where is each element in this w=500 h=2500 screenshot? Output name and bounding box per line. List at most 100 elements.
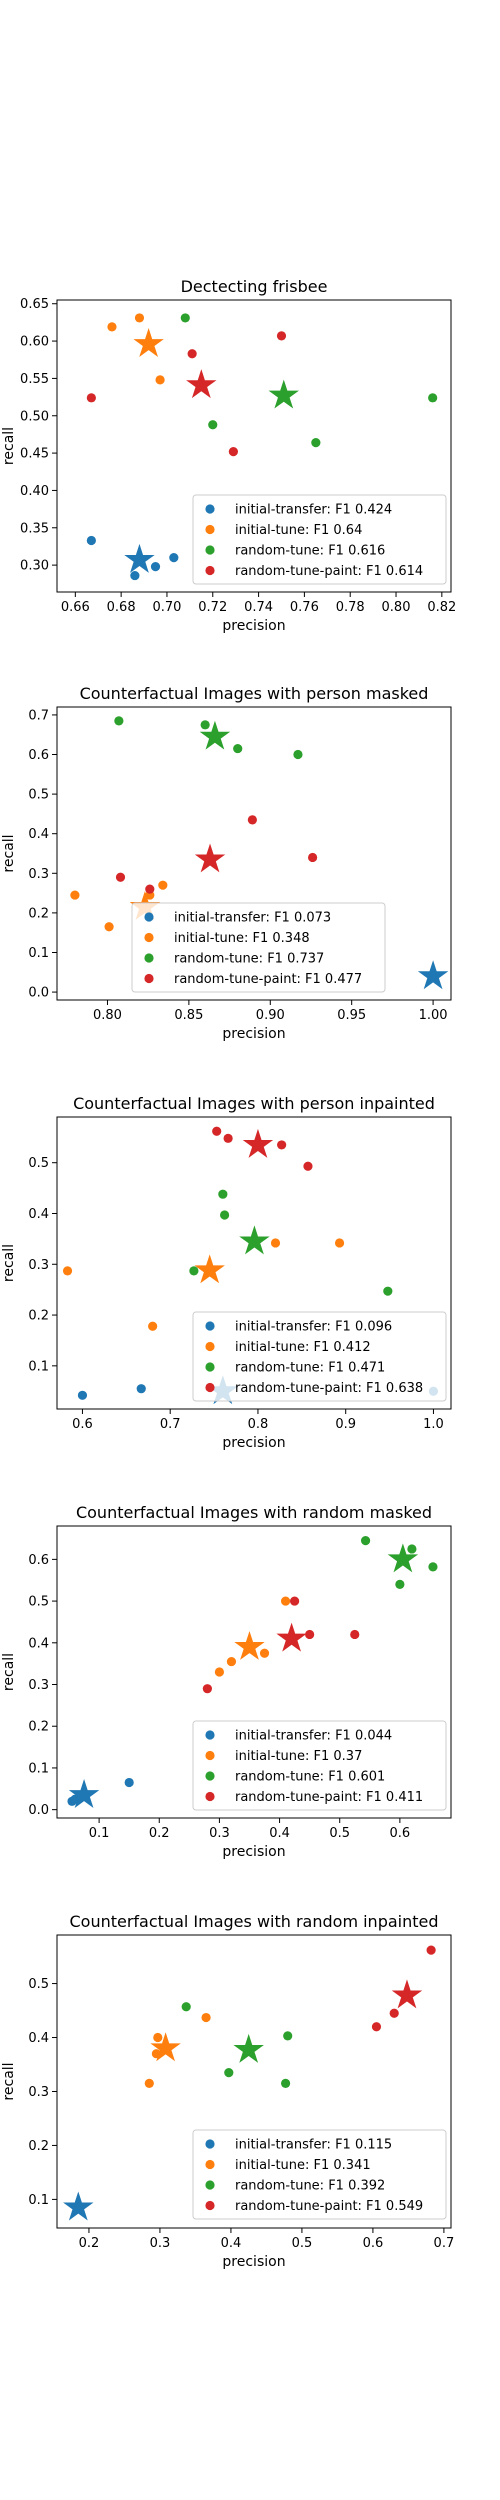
chart-title: Counterfactual Images with person inpain… bbox=[73, 1094, 435, 1113]
data-point-random-tune-paint bbox=[223, 1133, 233, 1143]
legend-marker-random-tune bbox=[205, 1771, 215, 1781]
x-tick-label: 0.7 bbox=[160, 1417, 181, 1432]
legend-label: initial-tune: F1 0.341 bbox=[235, 2158, 371, 2173]
legend-marker-random-tune-paint bbox=[205, 1791, 215, 1802]
legend-label: random-tune: F1 0.471 bbox=[235, 1361, 385, 1376]
data-point-initial-tune bbox=[214, 1667, 225, 1677]
data-point-random-tune-paint bbox=[228, 447, 238, 457]
data-point-random-tune bbox=[360, 1536, 371, 1546]
chart-title: Counterfactual Images with random masked bbox=[76, 1503, 432, 1522]
data-point-random-tune bbox=[428, 1562, 438, 1572]
y-tick-label: 0.4 bbox=[28, 2031, 49, 2046]
data-layer bbox=[86, 313, 438, 581]
legend-label: random-tune-paint: F1 0.411 bbox=[235, 1790, 423, 1805]
legend-marker-random-tune-paint bbox=[205, 2200, 215, 2211]
x-axis-label: precision bbox=[222, 1844, 285, 1860]
y-tick-label: 0.0 bbox=[28, 986, 49, 1001]
legend-box bbox=[192, 1311, 447, 1402]
x-axis-label: precision bbox=[222, 1026, 285, 1042]
data-point-initial-tune bbox=[259, 1648, 270, 1658]
data-point-random-tune bbox=[383, 1286, 393, 1296]
data-point-random-tune bbox=[395, 1579, 405, 1589]
x-tick-label: 0.72 bbox=[198, 600, 227, 615]
x-tick-label: 0.5 bbox=[292, 2236, 313, 2251]
data-point-initial-transfer bbox=[124, 1777, 134, 1788]
chart-title: Counterfactual Images with person masked bbox=[80, 684, 429, 703]
data-point-initial-transfer bbox=[130, 570, 140, 581]
data-point-random-tune bbox=[181, 2002, 191, 2012]
chart-title: Dectecting frisbee bbox=[181, 277, 328, 296]
legend-marker-initial-tune bbox=[205, 2159, 215, 2170]
x-tick-label: 0.74 bbox=[244, 600, 273, 615]
mean-star-random-tune-paint bbox=[186, 369, 217, 399]
data-point-initial-tune bbox=[226, 1656, 237, 1667]
y-tick-label: 0.1 bbox=[28, 946, 49, 961]
y-tick-label: 0.2 bbox=[28, 1309, 49, 1324]
data-point-initial-tune bbox=[148, 1321, 158, 1331]
y-tick-label: 0.45 bbox=[20, 447, 49, 462]
legend-box bbox=[192, 1720, 447, 1811]
x-tick-label: 0.2 bbox=[149, 1826, 170, 1841]
y-tick-label: 0.5 bbox=[28, 1595, 49, 1610]
legend-marker-random-tune bbox=[205, 1362, 215, 1372]
x-tick-label: 0.85 bbox=[174, 1008, 203, 1023]
plot-frame bbox=[56, 1525, 452, 1819]
legend-label: random-tune: F1 0.392 bbox=[235, 2179, 385, 2194]
y-axis-label: recall bbox=[1, 1244, 17, 1282]
legend-label: initial-transfer: F1 0.044 bbox=[235, 1729, 392, 1744]
data-point-random-tune-paint bbox=[145, 884, 155, 894]
mean-star-initial-tune bbox=[194, 1254, 225, 1284]
legend-marker-random-tune bbox=[144, 953, 154, 963]
mean-star-initial-tune bbox=[150, 2032, 181, 2062]
y-tick-label: 0.1 bbox=[28, 1359, 49, 1374]
data-point-initial-tune bbox=[280, 1596, 291, 1606]
y-tick-label: 0.4 bbox=[28, 1636, 49, 1651]
x-tick-label: 1.00 bbox=[419, 1008, 448, 1023]
data-point-random-tune-paint bbox=[277, 1140, 287, 1150]
data-point-random-tune bbox=[200, 720, 210, 730]
y-tick-label: 0.3 bbox=[28, 2085, 49, 2100]
legend-label: random-tune: F1 0.737 bbox=[174, 952, 324, 967]
legend-marker-random-tune bbox=[205, 545, 215, 555]
legend-marker-initial-transfer bbox=[205, 1321, 215, 1331]
legend: initial-transfer: F1 0.424 initial-tune: … bbox=[192, 494, 447, 585]
legend-marker-random-tune-paint bbox=[144, 973, 154, 984]
data-point-random-tune bbox=[189, 1266, 199, 1276]
mean-star-initial-transfer bbox=[124, 543, 155, 573]
y-tick-label: 0.35 bbox=[20, 521, 49, 536]
plot-frame bbox=[56, 706, 452, 1001]
mean-star-initial-transfer bbox=[417, 960, 449, 990]
data-point-initial-transfer bbox=[150, 562, 161, 572]
y-tick-label: 0.40 bbox=[20, 484, 49, 499]
x-tick-label: 0.82 bbox=[427, 600, 456, 615]
legend-label: random-tune-paint: F1 0.638 bbox=[235, 1381, 423, 1396]
y-tick-label: 0.3 bbox=[28, 1678, 49, 1693]
legend-box bbox=[192, 2129, 447, 2220]
chart-title: Counterfactual Images with random inpain… bbox=[69, 1912, 438, 1931]
y-axis-label: recall bbox=[1, 427, 17, 465]
plot-frame bbox=[56, 299, 452, 593]
y-axis-label: recall bbox=[1, 1653, 17, 1691]
data-point-random-tune-paint bbox=[426, 1945, 436, 1955]
y-tick-label: 0.55 bbox=[20, 372, 49, 387]
x-tick-label: 0.6 bbox=[363, 2236, 384, 2251]
legend-marker-initial-transfer bbox=[144, 912, 154, 922]
x-tick-label: 0.8 bbox=[248, 1417, 269, 1432]
legend-box bbox=[192, 494, 447, 585]
legend-marker-random-tune bbox=[205, 2180, 215, 2190]
x-tick-label: 0.5 bbox=[329, 1826, 350, 1841]
data-point-initial-tune bbox=[144, 2078, 154, 2088]
x-axis-label: precision bbox=[222, 618, 285, 634]
x-axis-label: precision bbox=[222, 1435, 285, 1451]
x-tick-label: 0.6 bbox=[390, 1826, 411, 1841]
x-tick-label: 0.6 bbox=[72, 1417, 93, 1432]
data-point-random-tune bbox=[180, 313, 190, 323]
x-tick-label: 0.9 bbox=[335, 1417, 356, 1432]
legend-marker-initial-tune bbox=[205, 1750, 215, 1761]
data-point-initial-tune bbox=[62, 1266, 73, 1276]
x-tick-label: 0.4 bbox=[269, 1826, 290, 1841]
y-tick-label: 0.3 bbox=[28, 1258, 49, 1273]
data-point-initial-tune bbox=[104, 922, 114, 932]
x-tick-label: 1.0 bbox=[423, 1417, 444, 1432]
